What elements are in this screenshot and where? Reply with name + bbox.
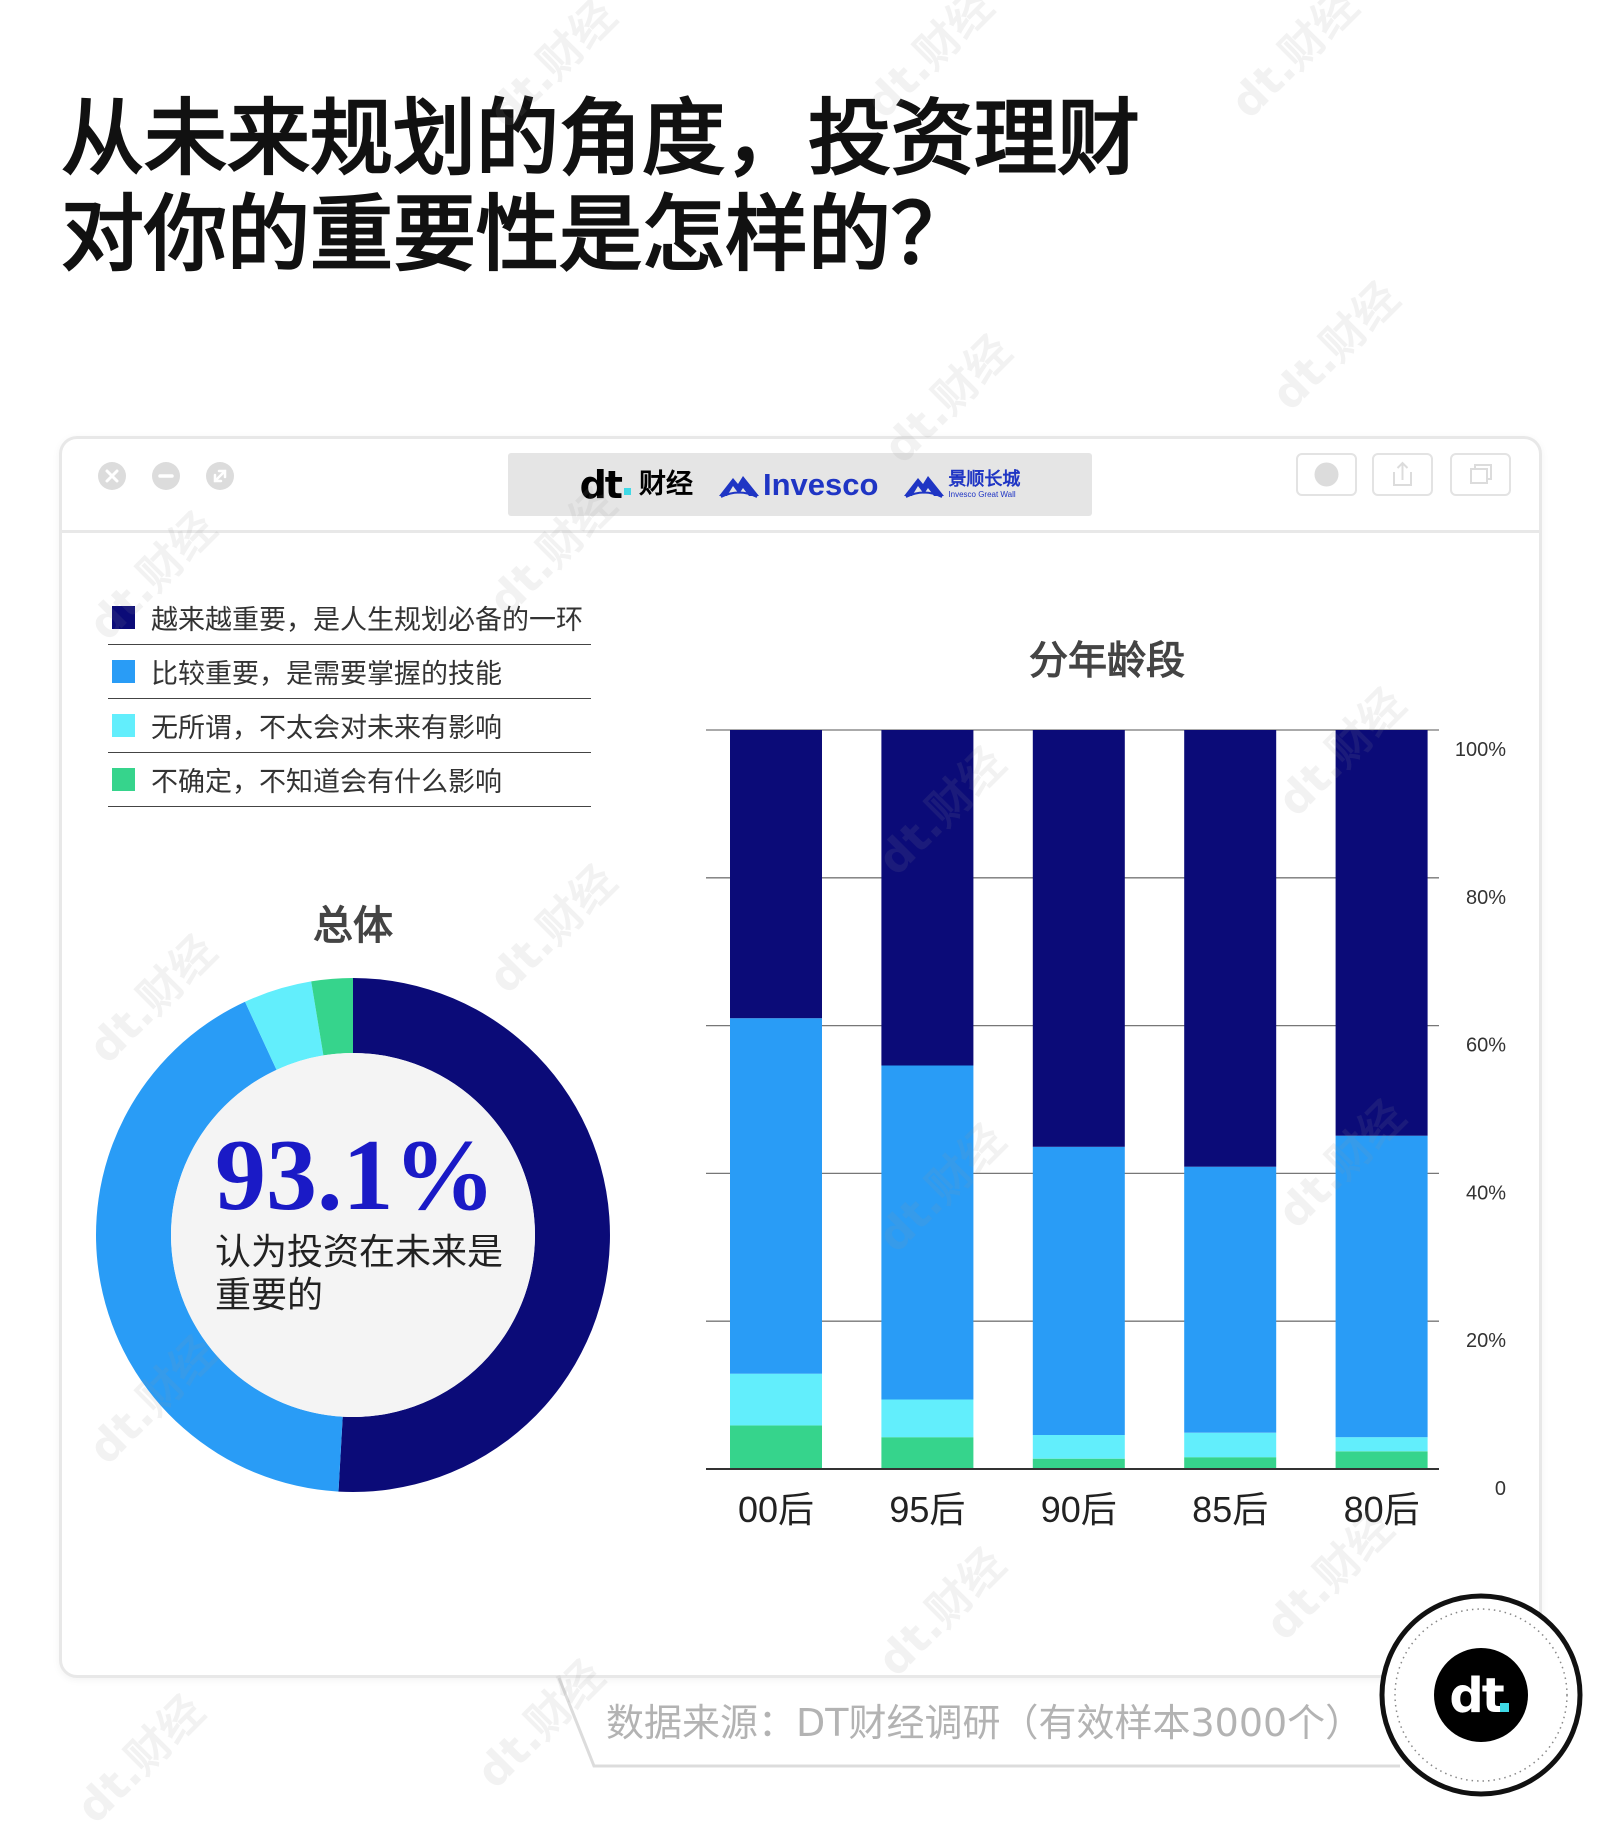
bar-segment bbox=[1032, 1458, 1125, 1469]
jingshun-name-cn: 景顺长城 bbox=[948, 468, 1021, 490]
invesco-wordmark: Invesco bbox=[762, 467, 879, 502]
bar-segment bbox=[1335, 1135, 1428, 1438]
legend-label: 不确定，不知道会有什么影响 bbox=[151, 767, 502, 798]
bar-segment bbox=[881, 1065, 974, 1400]
bar-segment bbox=[1184, 1457, 1277, 1469]
bar-segment bbox=[1335, 730, 1428, 1136]
donut-center-text: 重要的 bbox=[215, 1275, 324, 1316]
page-title-line-1: 从未来规划的角度，投资理财 bbox=[61, 90, 1140, 187]
legend-label: 无所谓，不太会对未来有影响 bbox=[151, 713, 502, 744]
share-button[interactable] bbox=[1372, 453, 1433, 496]
bar-segment bbox=[730, 1373, 822, 1426]
bar-segment bbox=[730, 1018, 822, 1374]
donut-center-text: 认为投资在未来是 bbox=[215, 1232, 504, 1273]
mountain-icon bbox=[904, 475, 945, 498]
badge-logo-mark: dt bbox=[1449, 1668, 1503, 1724]
legend-swatch bbox=[112, 714, 135, 737]
y-tick-label: 20% bbox=[1466, 1330, 1506, 1352]
donut-slice bbox=[338, 978, 610, 1492]
bar-segment bbox=[1032, 1146, 1125, 1435]
dt-badge: dt bbox=[1379, 1593, 1583, 1797]
legend-item: 比较重要，是需要掌握的技能 bbox=[108, 645, 591, 699]
mountain-icon bbox=[718, 475, 759, 498]
bar-segment bbox=[1184, 1166, 1277, 1433]
dt-logo-dot bbox=[623, 488, 631, 495]
jingshun-great-wall-logo: 景顺长城 Invesco Great Wall bbox=[904, 468, 1021, 499]
donut-slice bbox=[245, 981, 324, 1070]
dt-logo-mark: dt bbox=[579, 462, 623, 507]
x-tick-label: 00后 bbox=[738, 1489, 814, 1530]
x-tick-label: 80后 bbox=[1344, 1489, 1420, 1530]
donut-slice bbox=[96, 1001, 343, 1492]
window-button[interactable] bbox=[1450, 453, 1511, 496]
y-tick-label: 100% bbox=[1455, 739, 1506, 761]
page-title-line-2: 对你的重要性是怎样的？ bbox=[61, 186, 974, 283]
bar-segment bbox=[1335, 1451, 1428, 1469]
donut-chart-title: 总体 bbox=[313, 903, 393, 949]
close-icon[interactable] bbox=[97, 461, 127, 491]
donut-slice bbox=[311, 978, 353, 1056]
donut-chart bbox=[96, 978, 610, 1492]
data-source-note: 数据来源：DT财经调研（有效样本3000个） bbox=[606, 1701, 1364, 1745]
dt-logo-name: 财经 bbox=[638, 469, 693, 500]
record-icon bbox=[1314, 462, 1339, 487]
bar-chart-title: 分年龄段 bbox=[1028, 639, 1185, 684]
y-tick-label: 40% bbox=[1466, 1182, 1506, 1204]
record-button[interactable] bbox=[1296, 453, 1357, 496]
y-tick-label: 80% bbox=[1466, 887, 1506, 909]
bar-segment bbox=[1032, 730, 1125, 1147]
legend: 越来越重要，是人生规划必备的一环 比较重要，是需要掌握的技能 无所谓，不太会对未… bbox=[108, 591, 591, 807]
bar-segment bbox=[1335, 1437, 1428, 1452]
y-tick-label: 60% bbox=[1466, 1035, 1506, 1057]
legend-label: 越来越重要，是人生规划必备的一环 bbox=[151, 605, 583, 636]
browser-window: dt 财经 Invesco 景顺长城 Invesco Great Wall bbox=[59, 436, 1542, 1678]
bar-segment bbox=[881, 1437, 974, 1469]
bar-segment bbox=[881, 1399, 974, 1438]
legend-swatch bbox=[112, 606, 135, 629]
bar-segment bbox=[1032, 1435, 1125, 1459]
legend-item: 不确定，不知道会有什么影响 bbox=[108, 753, 591, 807]
x-tick-label: 85后 bbox=[1192, 1489, 1268, 1530]
jingshun-name-en: Invesco Great Wall bbox=[948, 489, 1016, 499]
invesco-logo: Invesco bbox=[718, 467, 879, 502]
partner-logo-bar: dt 财经 Invesco 景顺长城 Invesco Great Wall bbox=[508, 453, 1092, 516]
stacked-bar-chart: 00后 95后 90后 85后 80后 0 20% 40% 60% 80% 100% bbox=[706, 729, 1506, 1530]
bar-segment bbox=[730, 730, 822, 1019]
y-tick-label: 0 bbox=[1495, 1478, 1506, 1500]
legend-item: 越来越重要，是人生规划必备的一环 bbox=[108, 591, 591, 645]
donut-center-value: 93.1% bbox=[215, 1119, 496, 1232]
legend-label: 比较重要，是需要掌握的技能 bbox=[151, 659, 502, 690]
window-header-divider bbox=[62, 530, 1539, 533]
bar-segment bbox=[1184, 1432, 1277, 1458]
legend-item: 无所谓，不太会对未来有影响 bbox=[108, 699, 591, 753]
expand-icon[interactable] bbox=[205, 461, 235, 491]
bar-segment bbox=[881, 730, 974, 1066]
source-panel-frame bbox=[557, 1677, 1400, 1768]
x-tick-label: 95后 bbox=[889, 1489, 965, 1530]
legend-swatch bbox=[112, 660, 135, 683]
bar-segment bbox=[1184, 730, 1277, 1167]
bar-segment bbox=[730, 1425, 822, 1469]
window-icon bbox=[1470, 464, 1492, 484]
share-icon bbox=[1393, 461, 1412, 486]
donut-hole bbox=[171, 1053, 535, 1417]
legend-swatch bbox=[112, 768, 135, 791]
badge-logo-dot bbox=[1500, 1703, 1509, 1712]
dt-caijing-logo: dt 财经 bbox=[580, 466, 693, 504]
minimize-icon[interactable] bbox=[151, 461, 181, 491]
x-tick-label: 90后 bbox=[1041, 1489, 1117, 1530]
